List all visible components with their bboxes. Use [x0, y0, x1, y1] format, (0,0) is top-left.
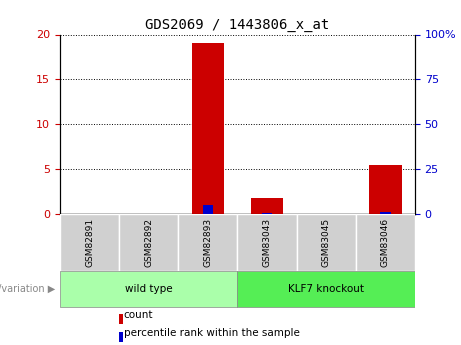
Bar: [296, 214, 356, 271]
Bar: [380, 212, 390, 214]
Bar: [119, 332, 123, 342]
Bar: [202, 205, 213, 214]
Bar: [356, 214, 415, 271]
Text: genotype/variation ▶: genotype/variation ▶: [0, 284, 55, 294]
Text: percentile rank within the sample: percentile rank within the sample: [124, 328, 300, 338]
Text: GSM82892: GSM82892: [144, 218, 153, 267]
Text: wild type: wild type: [125, 284, 172, 294]
Bar: [369, 165, 402, 214]
Title: GDS2069 / 1443806_x_at: GDS2069 / 1443806_x_at: [145, 18, 330, 32]
Bar: [178, 214, 237, 271]
Text: KLF7 knockout: KLF7 knockout: [288, 284, 364, 294]
Bar: [237, 214, 296, 271]
Text: count: count: [124, 310, 154, 320]
Bar: [60, 214, 119, 271]
Text: GSM83043: GSM83043: [262, 218, 272, 267]
Bar: [119, 214, 178, 271]
Text: GSM82891: GSM82891: [85, 218, 94, 267]
Bar: [192, 43, 224, 214]
Text: GSM83046: GSM83046: [381, 218, 390, 267]
Bar: [60, 271, 237, 307]
Bar: [251, 198, 283, 214]
Bar: [237, 271, 415, 307]
Bar: [262, 213, 272, 214]
Bar: [119, 315, 123, 324]
Text: GSM83045: GSM83045: [322, 218, 331, 267]
Text: GSM82893: GSM82893: [203, 218, 213, 267]
